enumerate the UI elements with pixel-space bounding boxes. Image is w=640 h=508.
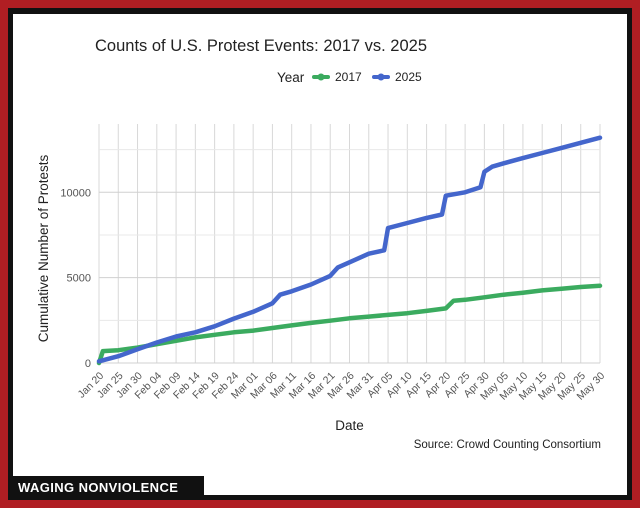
y-tick-label: 10000: [60, 187, 91, 199]
brand-label: WAGING NONVIOLENCE: [8, 476, 204, 498]
legend-title: Year: [277, 70, 305, 85]
y-tick-label: 5000: [67, 273, 91, 285]
legend-marker-2025: [378, 74, 385, 81]
chart-card: 0 5000 10000 Jan 20 Jan 25 Jan 30 Feb 04 Feb 09…: [13, 14, 627, 495]
source-note: Source: Crowd Counting Consortium: [414, 439, 601, 451]
legend-label-2017: 2017: [335, 70, 362, 84]
legend-label-2025: 2025: [395, 70, 422, 84]
y-axis-label: Cumulative Number of Protests: [36, 154, 51, 342]
chart-title: Counts of U.S. Protest Events: 2017 vs. …: [95, 37, 427, 55]
y-tick-label: 0: [85, 358, 91, 370]
legend-marker-2017: [318, 74, 325, 81]
x-axis-label: Date: [335, 418, 364, 433]
